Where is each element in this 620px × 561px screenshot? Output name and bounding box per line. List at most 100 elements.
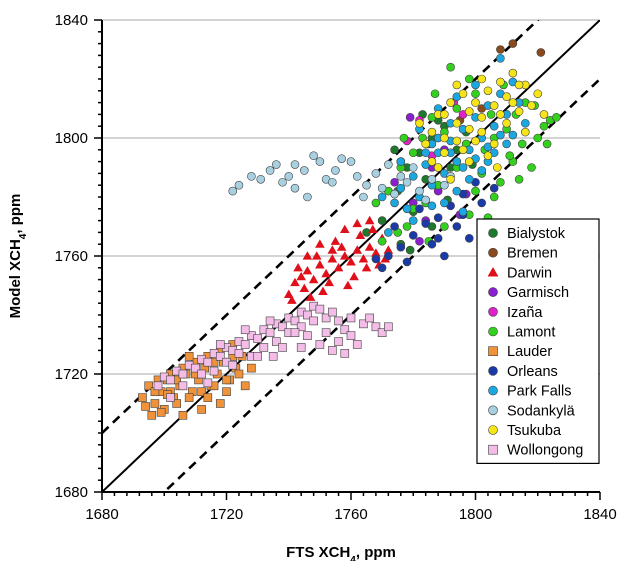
legend-item: Bialystok: [488, 226, 566, 242]
point-35: [371, 322, 381, 332]
point-30: [440, 180, 449, 190]
legend-marker: [488, 366, 498, 376]
point-11: [483, 86, 493, 96]
point-0: [496, 45, 505, 54]
point-30: [364, 215, 375, 225]
legend-item: Orleans: [488, 364, 558, 380]
point-16: [299, 283, 310, 293]
legend-marker: [488, 287, 498, 297]
point-32: [408, 216, 418, 225]
point-3: [421, 219, 431, 228]
legend-label: Lauder: [507, 344, 552, 360]
legend-label: Izaña: [507, 305, 543, 321]
point-8: [527, 163, 536, 172]
point-18: [328, 177, 337, 187]
point-47: [520, 118, 530, 128]
point-17: [311, 251, 322, 260]
point-44: [377, 236, 387, 246]
legend-item: Wollongong: [488, 443, 583, 459]
legend-marker: [488, 228, 498, 238]
point-20: [349, 271, 359, 281]
point-18: [377, 263, 387, 273]
point-17: [452, 118, 462, 128]
point-41: [514, 80, 524, 90]
point-15: [390, 145, 399, 155]
point-48: [321, 328, 331, 338]
point-31: [508, 98, 518, 107]
point-9: [402, 257, 412, 267]
point-45: [542, 139, 552, 149]
legend-item: Tsukuba: [488, 423, 562, 439]
point-25: [458, 145, 468, 155]
legend-item: Izaña: [488, 305, 543, 321]
point-39: [209, 366, 219, 376]
point-59: [328, 346, 337, 355]
point-21: [502, 118, 511, 128]
point-23: [458, 163, 468, 172]
point-16: [253, 334, 262, 343]
point-4: [477, 113, 487, 122]
point-29: [464, 175, 474, 184]
point-8: [371, 254, 381, 264]
dashed-offset-line-2: [162, 78, 600, 492]
point-23: [396, 172, 406, 181]
point-31: [427, 201, 437, 211]
series-lamont: [371, 62, 561, 246]
point-29: [427, 175, 437, 184]
y-tick-label-1680: 1680: [55, 484, 88, 501]
point-9: [339, 251, 350, 260]
y-tick-label-1760: 1760: [55, 248, 88, 265]
point-4: [390, 177, 399, 187]
point-44: [271, 337, 281, 346]
point-17: [489, 183, 499, 193]
point-0: [427, 157, 437, 166]
point-30: [340, 325, 350, 335]
point-5: [315, 260, 325, 269]
point-39: [492, 163, 502, 172]
point-49: [334, 337, 343, 346]
point-5: [533, 133, 543, 143]
point-55: [253, 351, 262, 361]
point-11: [452, 222, 462, 231]
point-52: [290, 328, 300, 338]
point-13: [331, 166, 340, 175]
point-13: [364, 242, 375, 251]
series-darwin: [283, 215, 394, 304]
point-23: [421, 139, 431, 149]
point-11: [315, 157, 325, 166]
point-45: [247, 363, 256, 373]
point-1: [144, 381, 153, 391]
point-36: [427, 127, 437, 137]
point-40: [440, 110, 449, 119]
point-10: [402, 204, 412, 214]
legend-marker: [488, 385, 498, 396]
axes: [94, 19, 601, 500]
series-park-falls: [377, 54, 530, 237]
point-3: [302, 265, 313, 275]
point-39: [222, 387, 231, 397]
point-16: [440, 133, 449, 143]
point-9: [458, 89, 468, 99]
point-32: [141, 402, 150, 411]
point-56: [228, 360, 238, 370]
point-22: [290, 316, 300, 326]
point-13: [508, 68, 518, 78]
point-51: [265, 316, 275, 326]
point-17: [303, 192, 312, 202]
legend-marker: [488, 247, 498, 258]
point-27: [305, 292, 316, 301]
point-31: [352, 218, 363, 228]
point-2: [296, 271, 306, 281]
legend-label: Bremen: [507, 246, 558, 262]
point-20: [489, 139, 499, 149]
point-3: [256, 175, 266, 184]
point-27: [321, 313, 331, 323]
point-14: [464, 234, 474, 243]
point-48: [156, 408, 166, 417]
point-4: [517, 139, 527, 149]
legend-label: Orleans: [507, 364, 558, 380]
legend-label: Tsukuba: [507, 423, 562, 439]
point-20: [184, 393, 194, 402]
point-32: [339, 224, 350, 234]
point-38: [197, 369, 206, 379]
